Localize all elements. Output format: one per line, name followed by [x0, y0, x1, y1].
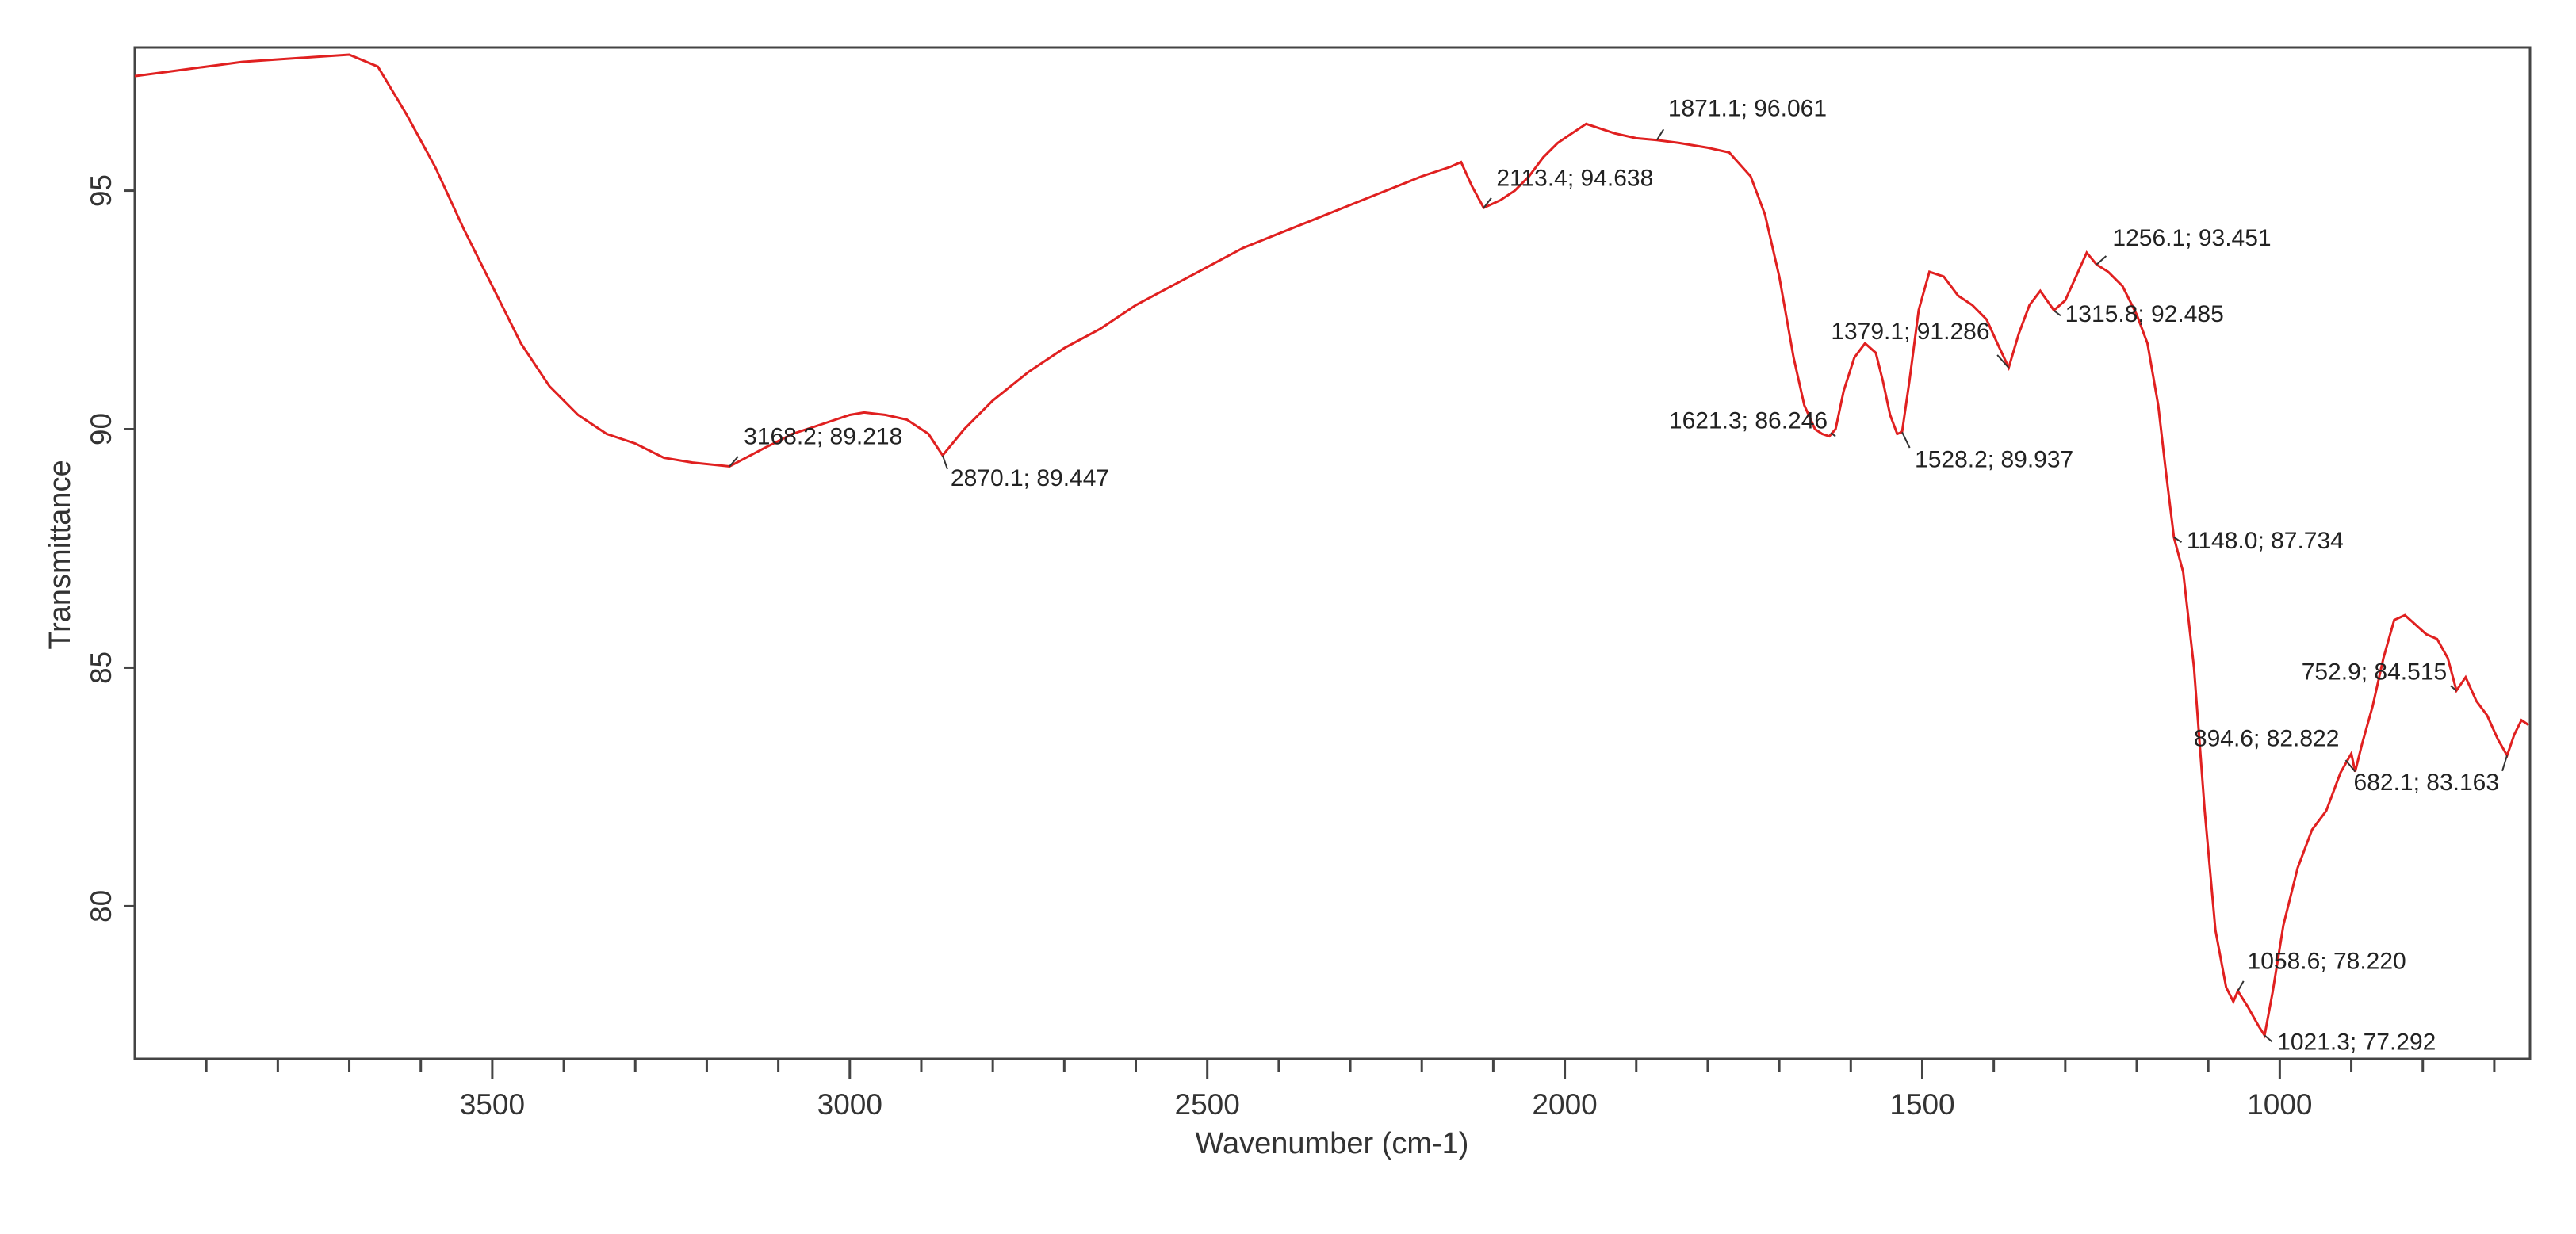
peak-label: 2870.1; 89.447	[951, 465, 1109, 491]
plot-frame	[133, 46, 2532, 1060]
peak-annotations: 3168.2; 89.218 2870.1; 89.447 2113.4; 94.6…	[729, 96, 2509, 1055]
annotation-leader	[1655, 128, 1665, 141]
peak-label: 682.1; 83.163	[2354, 770, 2500, 796]
x-tick-label: 3000	[817, 1088, 882, 1121]
y-tick-label: 85	[85, 651, 117, 684]
x-tick-label: 1000	[2247, 1088, 2312, 1121]
peak-label: 1021.3; 77.292	[2277, 1029, 2436, 1055]
y-axis-title: Transmittance	[44, 460, 77, 649]
annotation-leader	[2237, 980, 2245, 992]
peak-label: 3168.2; 89.218	[744, 424, 902, 450]
peak-label: 752.9; 84.515	[2302, 659, 2448, 686]
y-tick-label: 90	[85, 413, 117, 445]
annotation-leader	[2501, 755, 2509, 772]
x-axis-ticks: 3500 3000 2500 2000 1500 1000	[205, 1059, 2496, 1121]
peak-label: 1528.2; 89.937	[1915, 446, 2073, 472]
peak-label: 1148.0; 87.734	[2187, 528, 2344, 554]
y-tick-label: 95	[85, 174, 117, 207]
peak-label: 1621.3; 86.246	[1669, 408, 1828, 434]
annotation-leader	[1483, 197, 1492, 208]
y-axis-ticks: 80 85 90 95	[85, 174, 135, 923]
peak-label: 894.6; 82.822	[2194, 726, 2340, 752]
annotation-leader	[1901, 431, 1911, 449]
x-tick-label: 1500	[1889, 1088, 1954, 1121]
annotation-leader	[2096, 255, 2107, 266]
y-tick-label: 80	[85, 890, 117, 923]
annotation-leader	[1830, 432, 1836, 437]
annotation-leader	[2344, 759, 2356, 773]
spectrum-line	[134, 53, 2530, 1039]
annotation-leader	[2450, 685, 2457, 692]
annotation-leader	[941, 455, 948, 470]
peak-label: 1871.1; 96.061	[1668, 96, 1827, 122]
annotation-leader	[1996, 354, 2010, 369]
peak-label: 1315.8; 92.485	[2065, 301, 2224, 327]
peak-label: 1256.1; 93.451	[2112, 225, 2271, 251]
peak-label: 1058.6; 78.220	[2248, 949, 2406, 975]
x-tick-label: 2000	[1532, 1088, 1597, 1121]
annotation-leader	[729, 456, 739, 468]
peak-label: 2113.4; 94.638	[1496, 165, 1653, 191]
x-tick-label: 3500	[460, 1088, 525, 1121]
x-axis-title: Wavenumber (cm-1)	[1196, 1127, 1469, 1160]
annotation-leader	[2264, 1034, 2273, 1043]
peak-label: 1379.1; 91.286	[1831, 319, 1989, 345]
annotation-leader	[2053, 310, 2061, 317]
annotation-leader	[2173, 537, 2183, 544]
x-tick-label: 2500	[1175, 1088, 1240, 1121]
